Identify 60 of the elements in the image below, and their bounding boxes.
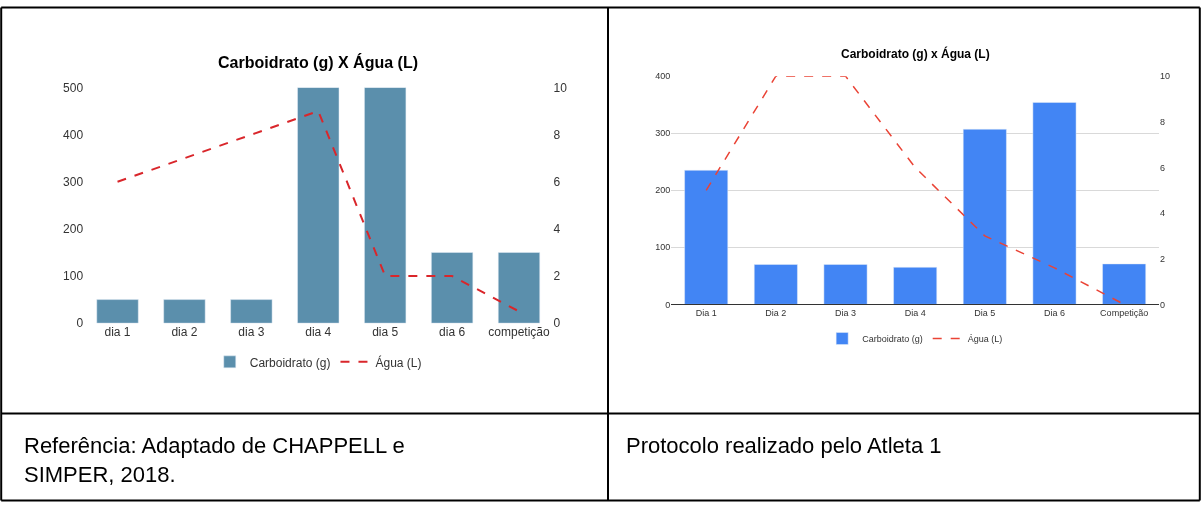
bar [364,87,407,324]
y2-tick-label: 0 [553,316,561,331]
y2-tick-label: 6 [1159,162,1165,173]
y-tick-label: 500 [63,80,84,95]
y-tick-label: 200 [655,185,671,196]
legend-label: Água (L) [967,334,1003,345]
y2-tick-label: 8 [1159,116,1165,127]
chart-title: Carboidrato (g) x Água (L) [841,46,990,61]
x-tick-label: dia 4 [305,325,332,340]
y-tick-label: 100 [655,242,671,253]
x-tick-label: dia 1 [104,325,131,340]
x-tick-label: competição [488,325,550,340]
bar [230,299,273,324]
x-tick-label: Dia 5 [974,308,996,319]
y2-tick-label: 8 [553,127,561,142]
bar [163,299,206,324]
y-tick-label: 200 [63,222,84,237]
bar [823,264,868,305]
bar [962,128,1007,305]
bar [684,170,729,305]
y-tick-label: 0 [665,299,671,310]
y2-tick-label: 10 [553,80,568,95]
y2-tick-label: 10 [1159,71,1170,82]
bar [297,87,340,324]
x-tick-label: dia 5 [372,325,399,340]
y-tick-label: 300 [655,128,671,139]
text: Protocolo realizado pelo Atleta 1 [626,433,942,458]
chart-title: Carboidrato (g) X Água (L) [218,53,418,71]
y-tick-label: 300 [63,174,84,189]
x-tick-label: dia 3 [238,325,265,340]
x-tick-label: Dia 4 [904,308,926,319]
y2-tick-label: 2 [1159,253,1165,264]
y-tick-label: 0 [76,316,84,331]
bar [1102,263,1146,305]
y2-tick-label: 0 [1159,299,1165,310]
x-tick-label: dia 6 [439,325,466,340]
y2-tick-label: 2 [553,269,561,284]
bar [431,252,474,324]
y-tick-label: 400 [63,127,84,142]
bar [96,299,139,324]
y2-tick-label: 4 [553,222,561,237]
bar [498,252,540,324]
y-tick-label: 400 [655,71,671,82]
bar [754,264,798,305]
bar [893,267,938,305]
line-series [116,110,520,313]
x-tick-label: Dia 2 [765,308,787,319]
y2-tick-label: 6 [553,174,561,189]
x-tick-label: Competição [1100,308,1149,319]
y2-tick-label: 4 [1159,208,1165,219]
text: Referência: Adaptado de CHAPPELL e SIMPER, 2018. [24,433,405,487]
legend-label: Carboidrato (g) [249,355,331,370]
bar [1032,102,1077,305]
y-tick-label: 100 [63,269,84,284]
x-tick-label: Dia 1 [695,308,717,319]
x-tick-label: Dia 3 [835,308,857,319]
legend-label: Água (L) [375,354,422,370]
legend-label: Carboidrato (g) [862,334,923,345]
x-tick-label: dia 2 [171,325,198,340]
x-tick-label: Dia 6 [1043,308,1065,319]
